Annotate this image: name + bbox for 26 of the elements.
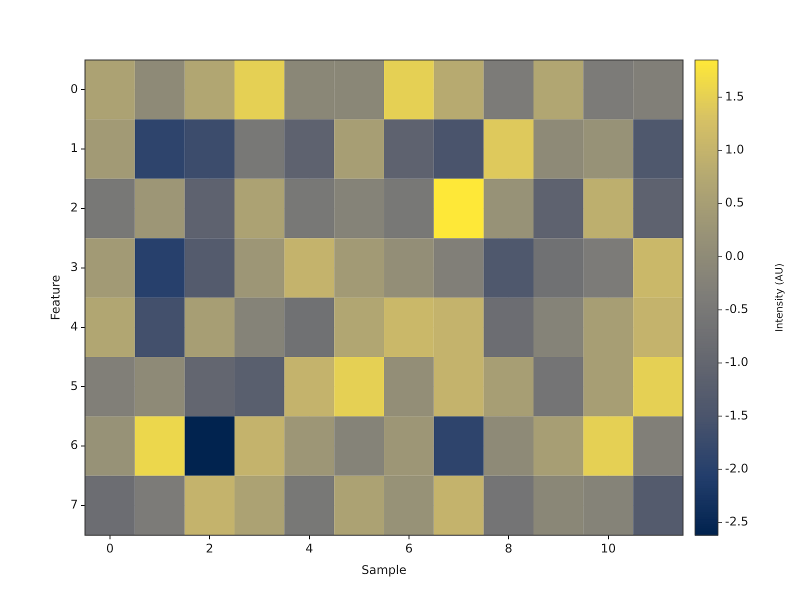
color-bar-label: -0.5 [725,302,748,316]
x-tick-label: 8 [504,542,512,556]
color-bar-title: Intensity (AU) [774,263,786,332]
y-tick-label: 6 [70,438,78,452]
color-bar-label: 1.0 [725,142,744,156]
color-bar-label: -2.0 [725,461,748,476]
y-tick-label: 2 [70,200,78,215]
color-bar-label: 0.0 [725,248,744,263]
color-bar-label: 1.5 [725,89,744,104]
x-tick-label: 10 [600,542,616,556]
color-bar-label: 0.5 [725,196,744,210]
y-axis-title: Feature [48,274,62,320]
color-bar-label: -2.5 [725,514,748,529]
color-bar-label: -1.5 [725,408,748,422]
x-axis-title: Sample [362,562,407,577]
y-tick-label: 1 [70,141,78,156]
y-tick-label: 7 [70,498,78,512]
x-tick-label: 6 [405,542,413,556]
x-tick-label: 2 [206,542,214,556]
x-tick-label: 4 [305,542,314,556]
y-tick-label: 5 [70,378,78,393]
y-tick-label: 0 [70,82,78,96]
color-bar-label: -1.0 [725,355,748,370]
x-tick-label: 0 [106,542,114,556]
y-tick-label: 4 [70,319,78,334]
y-tick-label: 3 [70,260,78,274]
